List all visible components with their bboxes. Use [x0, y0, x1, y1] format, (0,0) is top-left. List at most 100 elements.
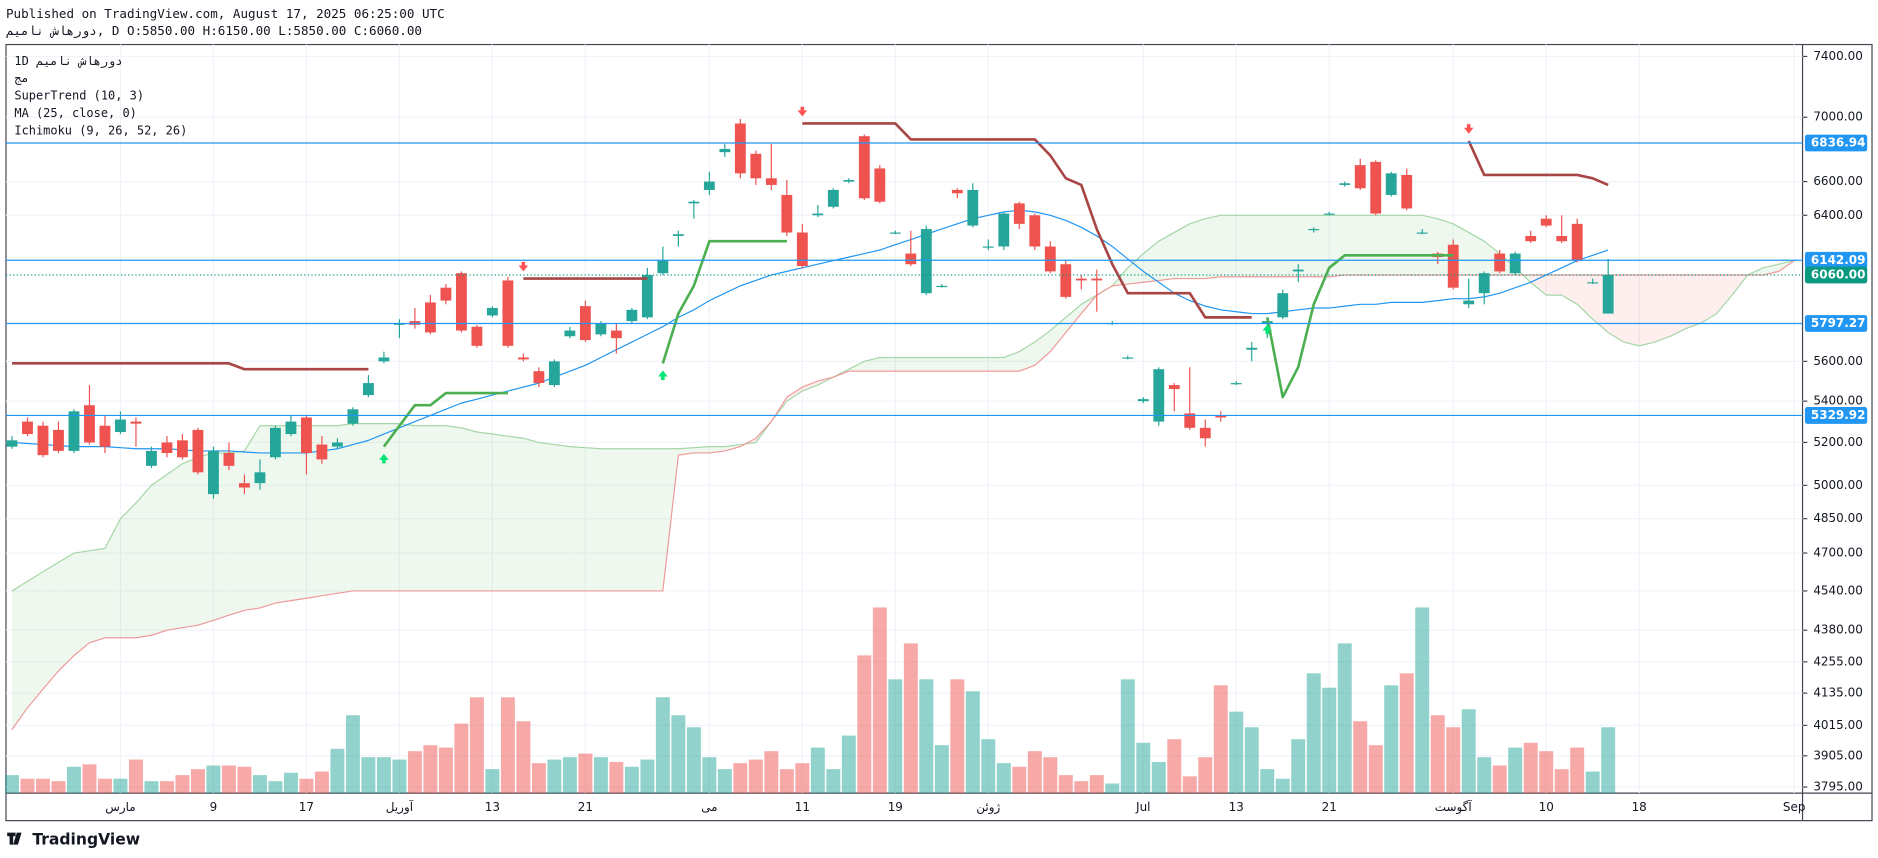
candle-body — [1013, 203, 1025, 224]
level-label: 5329.92 — [1811, 408, 1866, 422]
volume-bar — [857, 655, 872, 794]
x-tick-label: آوریل — [386, 799, 414, 815]
candle-body — [22, 421, 33, 435]
level-label-box — [1804, 134, 1868, 152]
candle-body — [378, 357, 390, 362]
cloud-segment — [89, 548, 105, 643]
volume-bar — [779, 769, 794, 794]
volume-bar — [1120, 679, 1135, 794]
y-tick-label: 6400.00 — [1813, 208, 1863, 222]
candle-body — [208, 450, 219, 495]
cloud-segment — [941, 357, 958, 372]
candle-body — [812, 213, 824, 216]
cloud-segment — [228, 450, 245, 616]
candle-body — [239, 483, 250, 488]
candle-body — [1184, 413, 1196, 428]
volume-bar — [1074, 781, 1089, 794]
candle-body — [1323, 213, 1335, 215]
cloud-segment — [1127, 253, 1144, 285]
volume-bar — [392, 759, 407, 794]
cloud-segment — [461, 427, 477, 591]
volume-bar — [1198, 757, 1213, 794]
y-tick-label: 6600.00 — [1813, 174, 1863, 188]
volume-bar — [314, 771, 329, 794]
candle-body — [440, 287, 452, 301]
candle-body — [1215, 415, 1227, 418]
cloud-segment — [135, 485, 152, 638]
volume-bar — [175, 775, 190, 794]
volume-bar — [1244, 727, 1259, 794]
candle-body — [84, 405, 95, 443]
level-label-box — [1804, 315, 1868, 332]
volume-bar — [237, 766, 252, 794]
candle-body — [781, 194, 793, 233]
candle-body — [53, 429, 64, 451]
volume-bar — [407, 751, 422, 794]
candle-body — [68, 411, 80, 451]
candle-body — [301, 417, 312, 454]
candle-body — [130, 421, 142, 424]
y-tick-label: 5400.00 — [1813, 394, 1863, 408]
candle-body — [982, 246, 994, 248]
candle-body — [936, 285, 948, 288]
volume-bar — [1306, 673, 1321, 794]
cloud-segment — [244, 425, 260, 611]
legend-entry: Ichimoku (9, 26, 52, 26) — [14, 123, 187, 137]
candle-body — [843, 179, 855, 182]
y-tick-label: 5000.00 — [1813, 478, 1863, 492]
level-label-box — [1804, 251, 1868, 269]
candle-body — [1354, 165, 1366, 189]
candle-body — [610, 330, 622, 339]
legend-entry: مج — [14, 71, 28, 85]
candle-body — [99, 425, 111, 447]
volume-bar — [1570, 747, 1585, 794]
x-tick-label: 11 — [795, 800, 810, 814]
legend-entry: MA (25, close, 0) — [14, 106, 137, 120]
cloud-segment — [709, 446, 725, 454]
y-tick-label: 4700.00 — [1813, 546, 1863, 560]
x-tick-label: 13 — [485, 800, 500, 814]
candle-body — [657, 260, 669, 274]
level-label: 6142.09 — [1811, 253, 1866, 267]
volume-bar — [733, 763, 748, 794]
volume-bar — [159, 781, 174, 794]
volume-bar — [826, 769, 841, 794]
signal-arrow — [518, 261, 529, 272]
cloud-segment — [1205, 215, 1221, 279]
chart-frame — [5, 43, 1873, 822]
volume-bar — [903, 643, 918, 794]
cloud-segment — [1546, 275, 1562, 296]
candle-body — [316, 444, 328, 460]
cloud-segment — [972, 357, 989, 372]
level-label: 6836.94 — [1811, 136, 1866, 150]
cloud-segment — [1422, 215, 1438, 276]
candle-body — [734, 123, 746, 174]
cloud-segment — [1050, 317, 1066, 352]
volume-bar — [965, 691, 980, 794]
signal-arrow — [379, 453, 389, 464]
cloud-segment — [895, 357, 911, 372]
volume-bar — [66, 766, 81, 794]
x-tick-label: Jul — [1135, 800, 1150, 814]
cloud-segment — [910, 357, 927, 372]
cloud-segment — [1716, 275, 1733, 314]
cloud-segment — [1143, 241, 1159, 283]
candle-body — [626, 309, 638, 322]
cloud-segment — [1670, 275, 1686, 337]
candle-body — [1075, 278, 1087, 281]
candle-body — [951, 189, 963, 194]
candle-body — [254, 472, 266, 484]
volume-bar — [1337, 643, 1352, 794]
candle-body — [115, 419, 126, 432]
cloud-segment — [585, 447, 601, 591]
volume-bar — [1539, 751, 1554, 794]
symbol-line: دورهاش نامیم, D O:5850.00 H:6150.00 L:58… — [6, 23, 422, 39]
cloud-segment — [1344, 215, 1361, 276]
volume-bar — [810, 747, 825, 794]
cloud-segment — [693, 446, 710, 454]
volume-bar — [345, 715, 360, 794]
cloud-segment — [275, 425, 291, 604]
cloud-segment — [58, 553, 74, 671]
volume-bar — [1508, 747, 1523, 794]
legend: 1D دورهاش نامیم مج SuperTrend (10, 3) MA (2… — [14, 54, 187, 137]
